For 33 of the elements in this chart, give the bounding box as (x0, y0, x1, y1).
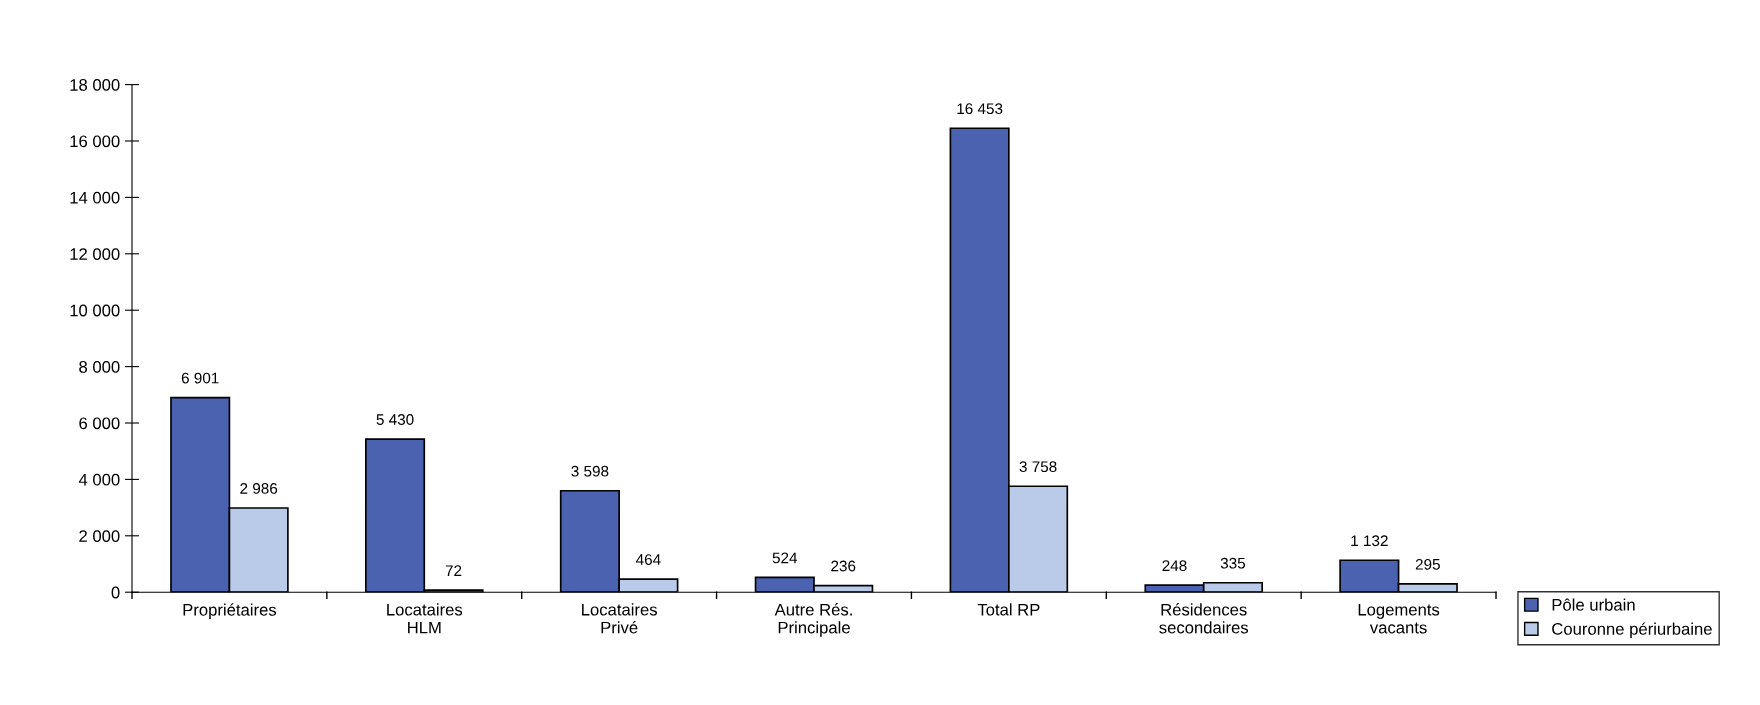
data-label: 5 430 (376, 414, 414, 425)
y-tick-label: 14 000 (70, 191, 120, 204)
data-label: 3 598 (571, 465, 609, 477)
y-tick-label: 4 000 (78, 473, 120, 486)
y-tick-label: 2 000 (79, 530, 120, 542)
y-tick-label: 16 000 (70, 135, 120, 148)
data-label: 16 453 (957, 103, 1003, 115)
x-tick-label: Logements vacants (1358, 603, 1440, 634)
data-label: 72 (445, 565, 462, 576)
data-label: 6 901 (181, 372, 219, 384)
y-tick-label: 8 000 (79, 361, 120, 373)
y-tick-label: 12 000 (70, 248, 120, 260)
x-tick-label: Locataires HLM (387, 603, 463, 634)
data-label: 248 (1162, 560, 1187, 572)
y-tick-label: 0 (111, 586, 120, 599)
x-tick-label: Propriétaires (183, 603, 277, 620)
data-label: 335 (1220, 557, 1246, 569)
legend-label: Couronne périurbaine (1552, 622, 1712, 639)
x-tick-label: Résidences secondaires (1159, 603, 1249, 634)
legend-label: Pôle urbain (1552, 598, 1635, 611)
data-label: 524 (772, 552, 798, 564)
x-tick-label: Total RP (977, 603, 1040, 616)
data-label: 464 (635, 554, 661, 565)
y-tick-label: 6 000 (79, 417, 120, 430)
x-tick-label: Autre Rés. Principale (774, 603, 852, 637)
data-label: 236 (831, 560, 856, 572)
data-label: 2 986 (240, 483, 278, 494)
data-label: 1 132 (1351, 535, 1388, 547)
data-label: 295 (1415, 558, 1440, 570)
x-tick-label: Locataires Privé (582, 603, 657, 634)
data-label: 3 758 (1019, 461, 1057, 473)
y-tick-label: 18 000 (70, 79, 120, 91)
y-tick-label: 10 000 (70, 304, 120, 317)
